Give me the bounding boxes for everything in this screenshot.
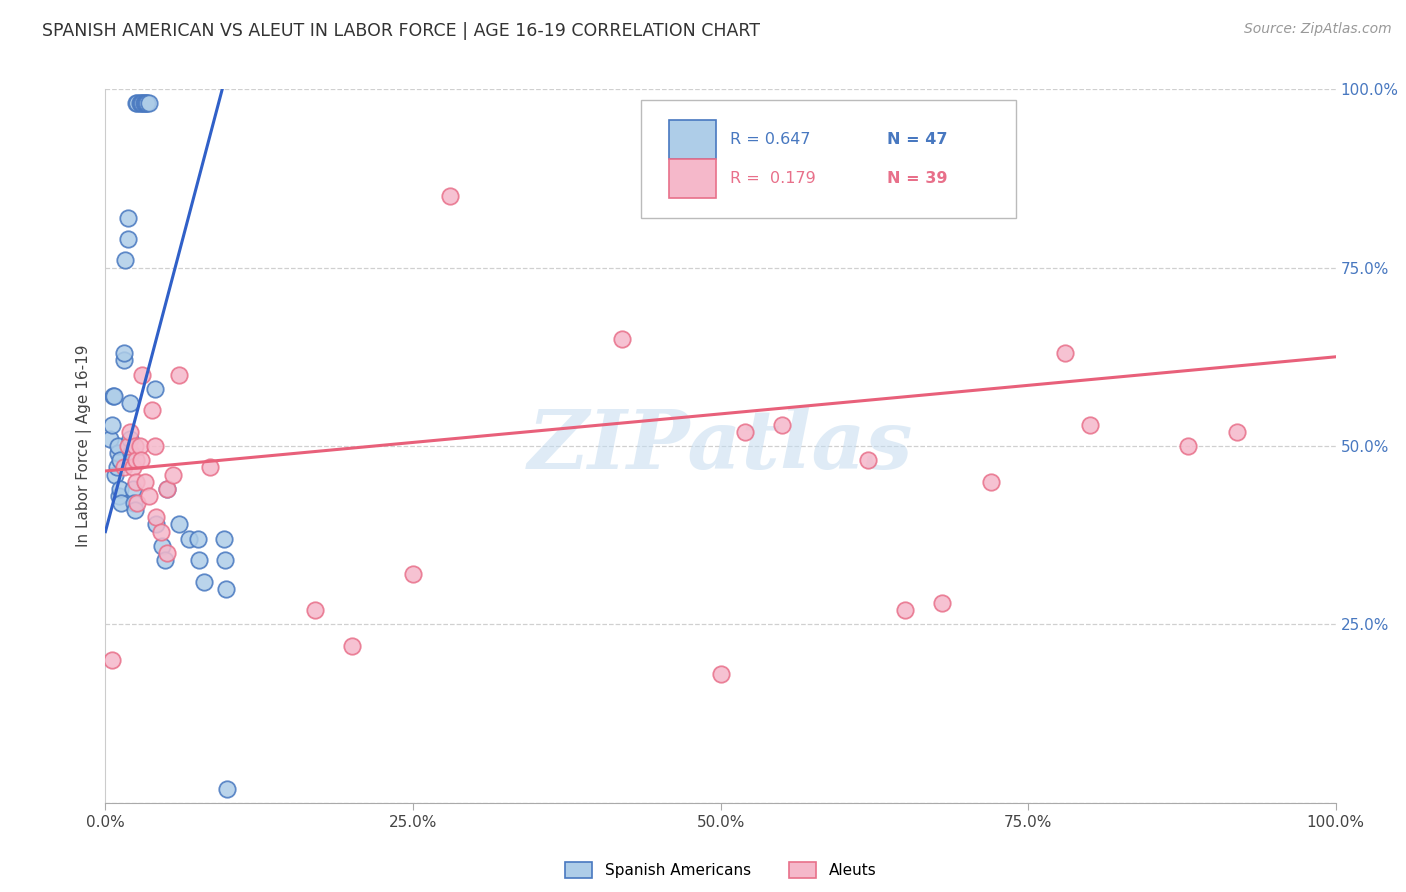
- Point: [120, 425, 141, 439]
- Point: [98, 432, 122, 446]
- Point: [179, 532, 201, 546]
- Point: [156, 482, 179, 496]
- Point: [104, 467, 127, 482]
- Point: [145, 510, 167, 524]
- Point: [402, 567, 425, 582]
- Text: N = 47: N = 47: [887, 132, 948, 146]
- Point: [980, 475, 1002, 489]
- Point: [135, 96, 157, 111]
- Point: [340, 639, 363, 653]
- Point: [125, 96, 148, 111]
- Point: [193, 574, 215, 589]
- Point: [143, 382, 166, 396]
- Point: [710, 667, 733, 681]
- Point: [931, 596, 953, 610]
- Point: [120, 446, 142, 460]
- Point: [894, 603, 917, 617]
- Point: [169, 368, 191, 382]
- Point: [117, 232, 139, 246]
- Point: [134, 96, 156, 111]
- Point: [156, 482, 179, 496]
- Point: [169, 517, 191, 532]
- Point: [439, 189, 461, 203]
- Point: [1054, 346, 1077, 360]
- Point: [110, 453, 132, 467]
- Text: SPANISH AMERICAN VS ALEUT IN LABOR FORCE | AGE 16-19 CORRELATION CHART: SPANISH AMERICAN VS ALEUT IN LABOR FORCE…: [42, 22, 761, 40]
- Text: Source: ZipAtlas.com: Source: ZipAtlas.com: [1244, 22, 1392, 37]
- Point: [770, 417, 793, 432]
- Point: [610, 332, 633, 346]
- Point: [117, 211, 139, 225]
- Point: [214, 553, 236, 567]
- Point: [198, 460, 221, 475]
- Point: [125, 453, 148, 467]
- Point: [110, 482, 132, 496]
- Point: [124, 503, 146, 517]
- Point: [215, 582, 238, 596]
- Point: [112, 346, 135, 360]
- Point: [1078, 417, 1101, 432]
- FancyBboxPatch shape: [669, 120, 716, 159]
- Point: [127, 96, 149, 111]
- Point: [212, 532, 235, 546]
- Point: [129, 439, 152, 453]
- Point: [1177, 439, 1199, 453]
- Point: [117, 439, 139, 453]
- Point: [121, 460, 143, 475]
- Point: [100, 417, 122, 432]
- Point: [129, 96, 152, 111]
- FancyBboxPatch shape: [641, 100, 1015, 218]
- Point: [125, 475, 148, 489]
- Point: [114, 253, 136, 268]
- Point: [124, 439, 146, 453]
- Point: [138, 489, 160, 503]
- Legend: Spanish Americans, Aleuts: Spanish Americans, Aleuts: [558, 856, 883, 884]
- Point: [162, 467, 184, 482]
- Point: [120, 432, 141, 446]
- Point: [129, 453, 152, 467]
- FancyBboxPatch shape: [669, 159, 716, 198]
- Point: [858, 453, 880, 467]
- Text: R =  0.179: R = 0.179: [731, 171, 815, 186]
- Point: [112, 460, 135, 475]
- Point: [108, 489, 131, 503]
- Point: [120, 396, 141, 410]
- Point: [110, 496, 132, 510]
- Point: [131, 368, 153, 382]
- Point: [122, 496, 145, 510]
- Text: R = 0.647: R = 0.647: [731, 132, 811, 146]
- Point: [103, 389, 125, 403]
- Point: [107, 446, 129, 460]
- Point: [112, 353, 135, 368]
- Point: [129, 96, 152, 111]
- Point: [105, 460, 128, 475]
- Y-axis label: In Labor Force | Age 16-19: In Labor Force | Age 16-19: [76, 344, 93, 548]
- Text: ZIPatlas: ZIPatlas: [527, 406, 914, 486]
- Point: [156, 546, 179, 560]
- Point: [131, 96, 153, 111]
- Point: [145, 517, 167, 532]
- Point: [187, 532, 209, 546]
- Point: [1226, 425, 1249, 439]
- Point: [101, 389, 124, 403]
- Point: [121, 482, 143, 496]
- Point: [149, 524, 172, 539]
- Point: [141, 403, 163, 417]
- Point: [188, 553, 211, 567]
- Point: [136, 96, 159, 111]
- Text: N = 39: N = 39: [887, 171, 948, 186]
- Point: [150, 539, 173, 553]
- Point: [138, 96, 160, 111]
- Point: [734, 425, 756, 439]
- Point: [127, 496, 149, 510]
- Point: [304, 603, 326, 617]
- Point: [143, 439, 166, 453]
- Point: [134, 475, 156, 489]
- Point: [107, 439, 129, 453]
- Point: [100, 653, 122, 667]
- Point: [217, 781, 239, 796]
- Point: [153, 553, 176, 567]
- Point: [132, 96, 155, 111]
